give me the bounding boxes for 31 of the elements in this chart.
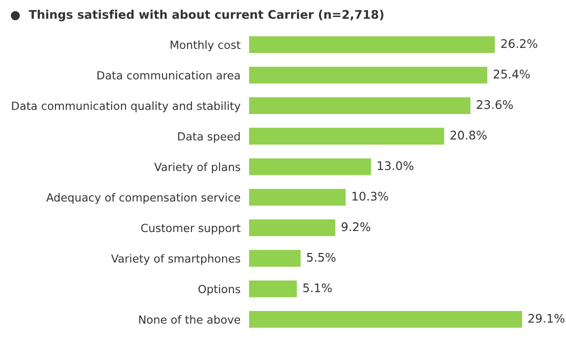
- y-tick-label: Monthly cost: [170, 40, 240, 52]
- bar: [249, 310, 522, 328]
- data-label: 26.2%: [501, 39, 538, 48]
- data-label: 5.1%: [303, 283, 332, 292]
- y-tick-label: Data communication area: [98, 70, 240, 80]
- bar: [249, 128, 444, 145]
- y-tick-label: Variety of plans: [154, 162, 240, 174]
- y-tick-label: Options: [198, 284, 240, 296]
- data-label: 20.8%: [450, 130, 487, 140]
- bar: [249, 97, 470, 114]
- data-label: 13.0%: [378, 161, 414, 170]
- data-label: 5.5%: [307, 252, 336, 262]
- bar: [249, 250, 301, 267]
- y-tick-label: Customer support: [141, 224, 240, 234]
- data-label: 25.4%: [494, 70, 530, 79]
- bar: [249, 66, 488, 84]
- y-tick-label: Data speed: [178, 132, 240, 143]
- data-label: 10.3%: [352, 192, 388, 201]
- bar: [249, 36, 495, 53]
- y-tick-label: Data communication quality and stability: [12, 101, 240, 112]
- y-tick-label: None of the above: [139, 315, 240, 324]
- bar: [249, 188, 346, 206]
- y-tick-label: Variety of smartphones: [111, 254, 240, 265]
- chart-title: ● Things satisfied with about current Carrier (n=2,718): [10, 10, 384, 22]
- data-label: 23.6%: [476, 100, 513, 110]
- bar: [249, 158, 371, 176]
- y-tick-label: Adequacy of compensation service: [46, 193, 240, 204]
- data-label: 9.2%: [342, 222, 370, 232]
- data-label: 29.1%: [528, 314, 564, 323]
- bar: [249, 280, 297, 298]
- bar: [249, 219, 336, 236]
